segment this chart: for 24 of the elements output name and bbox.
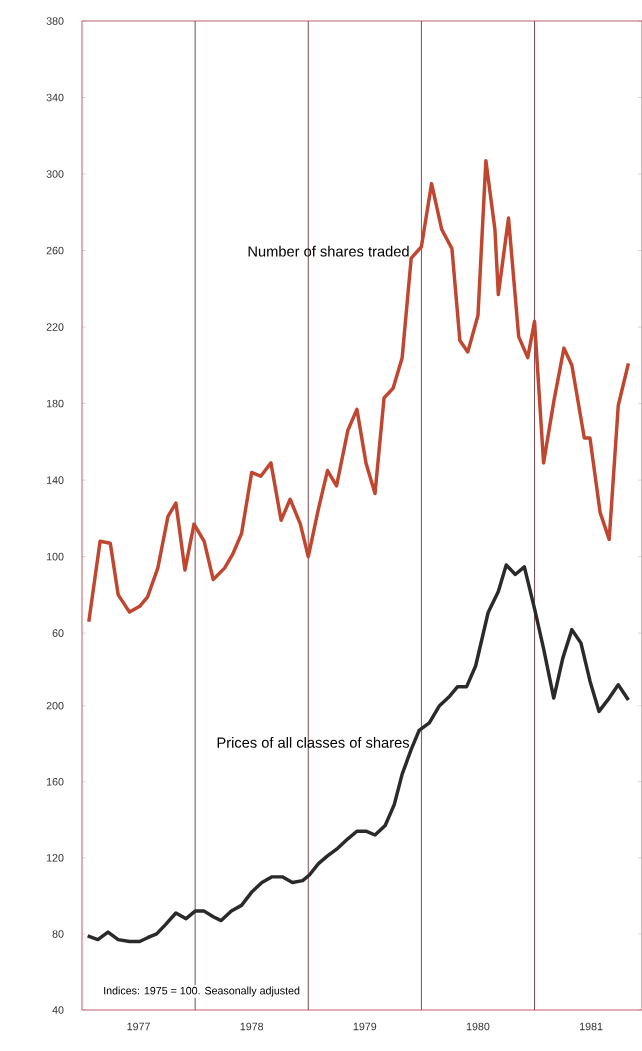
y2-tick-label: 200 <box>46 701 64 710</box>
y-tick-label: 60 <box>52 629 64 637</box>
line-series <box>85 563 631 944</box>
y-tick-label: 220 <box>46 323 64 331</box>
y2-tick-label: 160 <box>46 777 64 786</box>
y-tick-label: 260 <box>46 246 64 255</box>
y-tick-label: 340 <box>46 93 64 102</box>
y-tick-label: 300 <box>46 170 64 178</box>
series-label: Prices of all classes of shares <box>217 737 410 748</box>
x-tick-label: 1978 <box>240 1022 264 1031</box>
x-tick-label: 1977 <box>127 1022 150 1031</box>
line-series <box>87 158 631 624</box>
y-tick-label: 380 <box>46 17 64 25</box>
y-tick-label: 140 <box>46 476 64 484</box>
annotation: Indices: 1975 = 100. Seasonally adjusted <box>104 986 300 997</box>
series-label: Number of shares traded <box>248 245 409 257</box>
y-tick-label: 180 <box>46 399 64 408</box>
y2-tick-label: 120 <box>46 854 64 862</box>
y2-tick-label: 40 <box>52 1006 64 1014</box>
x-tick-label: 1980 <box>466 1022 490 1031</box>
x-tick-label: 1981 <box>580 1022 603 1031</box>
x-tick-label: 1979 <box>353 1022 377 1031</box>
y-tick-label: 100 <box>46 552 64 561</box>
y2-tick-label: 80 <box>52 930 64 938</box>
